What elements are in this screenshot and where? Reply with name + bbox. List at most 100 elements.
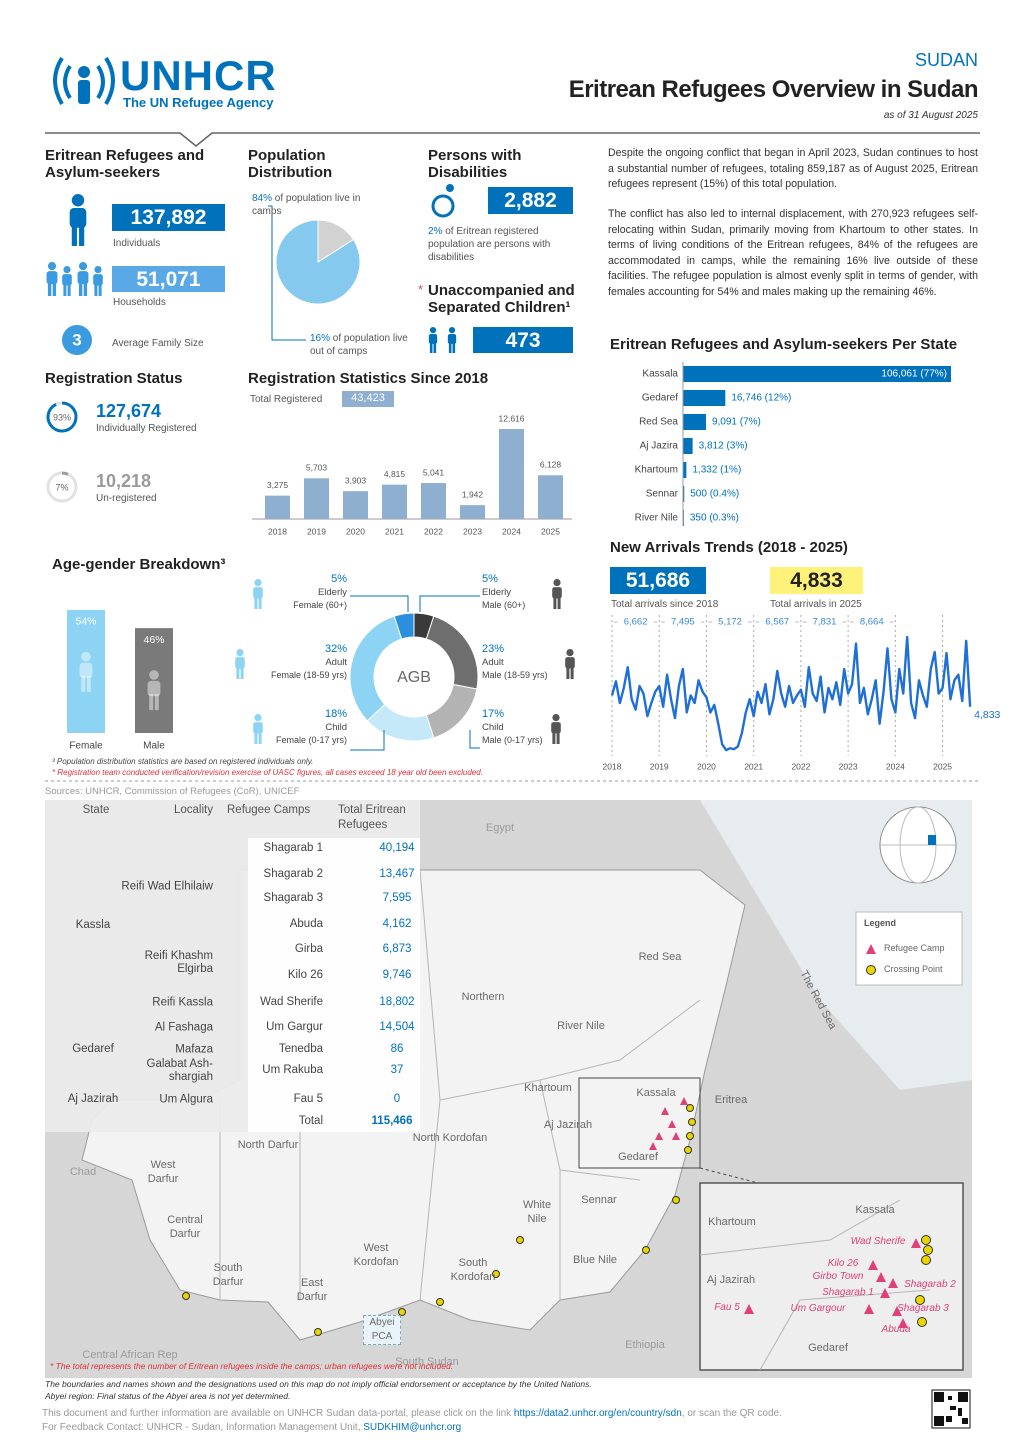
map-label: East Darfur [296, 1277, 328, 1303]
value-label: 9,091 (7%) [712, 417, 761, 428]
map-label: Central African Rep [82, 1349, 178, 1361]
total-label: Total [298, 1115, 323, 1127]
icon [94, 266, 102, 274]
total: 51,686 [625, 569, 691, 592]
icon [552, 587, 562, 599]
caption: Average Family Size [112, 338, 204, 349]
pie-caption: of population live in camps [252, 193, 361, 217]
map-label: White Nile [522, 1199, 552, 1225]
disabilities-value: 2,882 [504, 189, 557, 212]
x-tick-label: 2022 [791, 761, 810, 771]
y-tick-label: Khartoum [635, 465, 678, 476]
icon [79, 662, 93, 678]
icon [83, 282, 88, 296]
bar [67, 609, 105, 733]
state-borders [219, 869, 701, 1301]
share-label: of Eritrean registered population are pe… [428, 226, 551, 263]
year-total: 6,662 [624, 617, 648, 628]
bar [265, 495, 290, 519]
map-label: Central Darfur [167, 1214, 203, 1240]
section-title: Eritrean Refugees and Asylum-seekers Per… [610, 336, 958, 353]
value-label: 106,061 (77%) [881, 369, 947, 380]
camp-total: 37 [390, 1064, 404, 1076]
icon [258, 597, 262, 609]
caption: Total arrivals in 2025 [770, 599, 862, 610]
count: 127,674 [96, 401, 162, 421]
segment-sex: Female (0-17 yrs) [275, 735, 347, 745]
leader-line [350, 730, 385, 751]
inset-camp: Um Gargour [790, 1303, 846, 1314]
icon [63, 266, 71, 274]
icon [570, 667, 574, 679]
camp-name: Shagarab 1 [263, 842, 323, 854]
bar [683, 414, 706, 430]
camp-total: 7,595 [382, 892, 412, 904]
caption: Total Registered [250, 394, 323, 405]
inset-label: Kassala [855, 1204, 895, 1216]
pie-label: 84% of population live in camps [252, 192, 362, 218]
label-bg [617, 615, 654, 629]
segment-value: 17% [482, 708, 505, 720]
icon [52, 282, 57, 296]
donut-segment [349, 615, 403, 722]
marker: * [418, 282, 424, 297]
year-total: 5,172 [718, 617, 742, 628]
map-label: Khartoum [524, 1082, 572, 1094]
segment-group: Adult [482, 657, 504, 668]
value-label: 54% [75, 616, 96, 628]
bar [460, 505, 485, 519]
inset-camp: Shagarab 3 [897, 1303, 949, 1314]
center-label: AGB [397, 669, 431, 686]
icon [63, 284, 67, 296]
legend-label: Refugee Camp [884, 943, 945, 953]
households: 51,071 [136, 268, 201, 291]
camp-total: 86 [390, 1043, 404, 1055]
segment-value: 5% [331, 573, 347, 585]
icon [46, 271, 58, 285]
bar [499, 429, 524, 519]
locality: Um Algura [159, 1093, 213, 1106]
map-label: South Sudan [395, 1356, 459, 1368]
camp-total: 18,802 [379, 996, 415, 1008]
y-tick-label: Kassala [642, 369, 678, 380]
footer-link[interactable]: https://data2.unhcr.org/en/country/sdn [513, 1408, 682, 1419]
camp-total: 14,504 [379, 1021, 415, 1033]
camp-total: 40,194 [379, 842, 415, 854]
icon [62, 325, 92, 355]
map-label: Abyei PCA [363, 1315, 401, 1345]
locality: Al Fashaga [154, 1021, 213, 1034]
pie-label: 16% of population live out of camps [310, 332, 410, 358]
x-tick-label: Female [69, 741, 103, 752]
locality: Reifi Wad Elhilaiw [121, 880, 213, 893]
footnote: ³ Population distribution statistics are… [52, 757, 314, 766]
camp-name: Fau 5 [293, 1093, 323, 1105]
segment-value: 5% [482, 573, 498, 585]
page-title: Eritrean Refugees Overview in Sudan [568, 76, 979, 103]
inset-label: Gedaref [808, 1342, 848, 1354]
donut-segment [393, 612, 415, 640]
icon [553, 579, 561, 587]
map-label: North Darfur [237, 1139, 299, 1151]
map-label: Ethiopia [625, 1339, 665, 1351]
y-tick-label: Red Sea [639, 417, 678, 428]
share: 2% [428, 226, 443, 237]
legend-crossing-icon [866, 965, 876, 975]
icon [98, 284, 102, 296]
x-tick-label: 2025 [933, 761, 952, 771]
table-header: Total Eritrean Refugees [338, 804, 406, 831]
qr-code [931, 1389, 971, 1429]
year-total: 6,567 [765, 617, 789, 628]
value-label: 6,128 [540, 460, 562, 470]
icon [556, 732, 560, 744]
footer-email[interactable]: SUDKHIM@unhcr.org [363, 1422, 462, 1433]
map-label: South Kordofan [450, 1257, 496, 1283]
icon [448, 342, 452, 353]
icon [254, 732, 258, 744]
icon [428, 334, 438, 344]
x-tick-label: 2024 [886, 761, 905, 771]
country: SUDAN [914, 50, 978, 70]
sources: Sources: UNHCR, Commission of Refugees (… [45, 786, 300, 797]
camp-name: Shagarab 2 [263, 868, 323, 880]
camp-name: Tenedba [278, 1043, 323, 1055]
